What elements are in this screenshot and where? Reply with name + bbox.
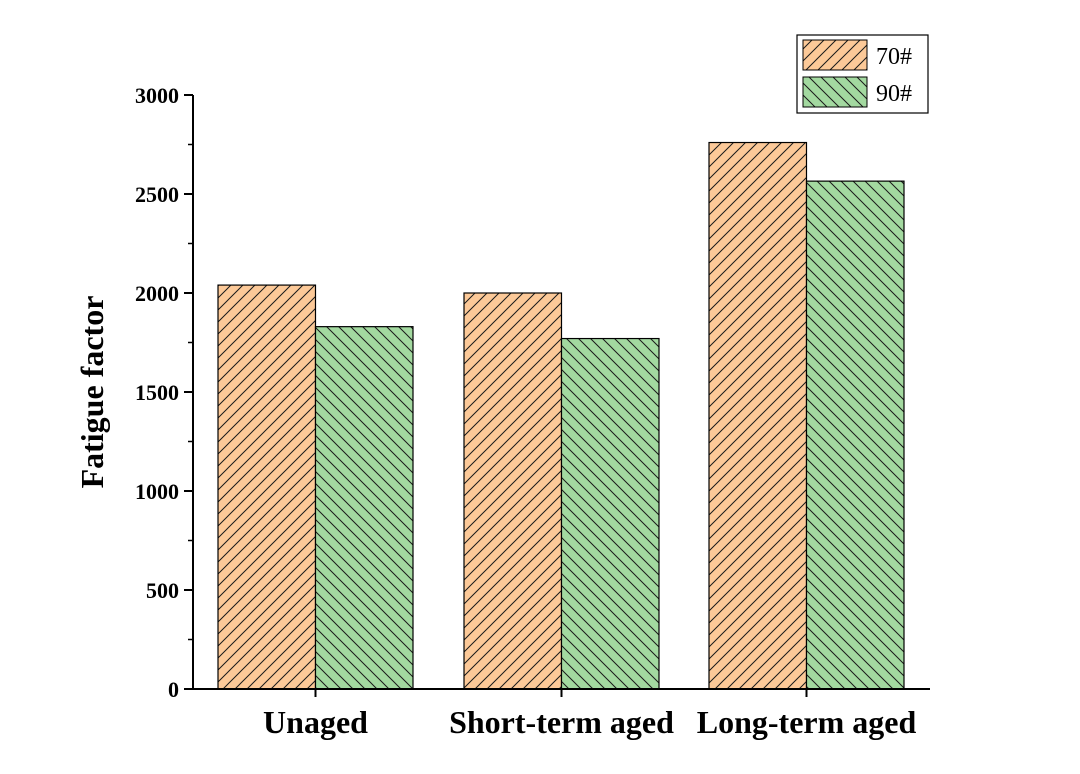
- bar-hatch: [805, 180, 905, 690]
- y-tick-label: 1500: [135, 380, 179, 405]
- legend-swatch: [802, 39, 868, 71]
- y-tick-label: 3000: [135, 83, 179, 108]
- bar-hatch: [314, 326, 414, 690]
- legend-entry: 70#: [802, 39, 912, 71]
- legend-label: 70#: [876, 44, 912, 70]
- x-category-label: Long-term aged: [697, 704, 917, 740]
- y-axis-title: Fatigue factor: [74, 296, 110, 489]
- bar-70-short-term-aged: [463, 292, 563, 690]
- y-tick-label: 1000: [135, 479, 179, 504]
- bar-hatch: [560, 337, 660, 690]
- bar-90-unaged: [314, 326, 414, 690]
- legend-label: 90#: [876, 81, 912, 107]
- x-category-label: Unaged: [263, 704, 368, 740]
- bar-90-short-term-aged: [560, 337, 660, 690]
- x-category-label: Short-term aged: [449, 704, 674, 740]
- labels-layer: 0 500 1000 1500 2000 2500 3000 Unaged Short-term…: [74, 83, 916, 740]
- bar-hatch: [463, 292, 563, 690]
- y-tick-label: 0: [168, 677, 179, 702]
- bar-70-long-term-aged: [708, 141, 808, 690]
- axes-layer: [184, 94, 930, 697]
- legend-entry: 90#: [802, 76, 912, 108]
- bar-hatch: [217, 284, 317, 690]
- legend: 70#90#: [796, 34, 929, 114]
- bar-70-unaged: [217, 284, 317, 690]
- y-tick-label: 2500: [135, 182, 179, 207]
- y-tick-label: 2000: [135, 281, 179, 306]
- bar-hatch: [708, 141, 808, 690]
- y-tick-label: 500: [146, 578, 179, 603]
- legend-swatch: [802, 76, 868, 108]
- bars-layer: [217, 141, 905, 690]
- bar-90-long-term-aged: [805, 180, 905, 690]
